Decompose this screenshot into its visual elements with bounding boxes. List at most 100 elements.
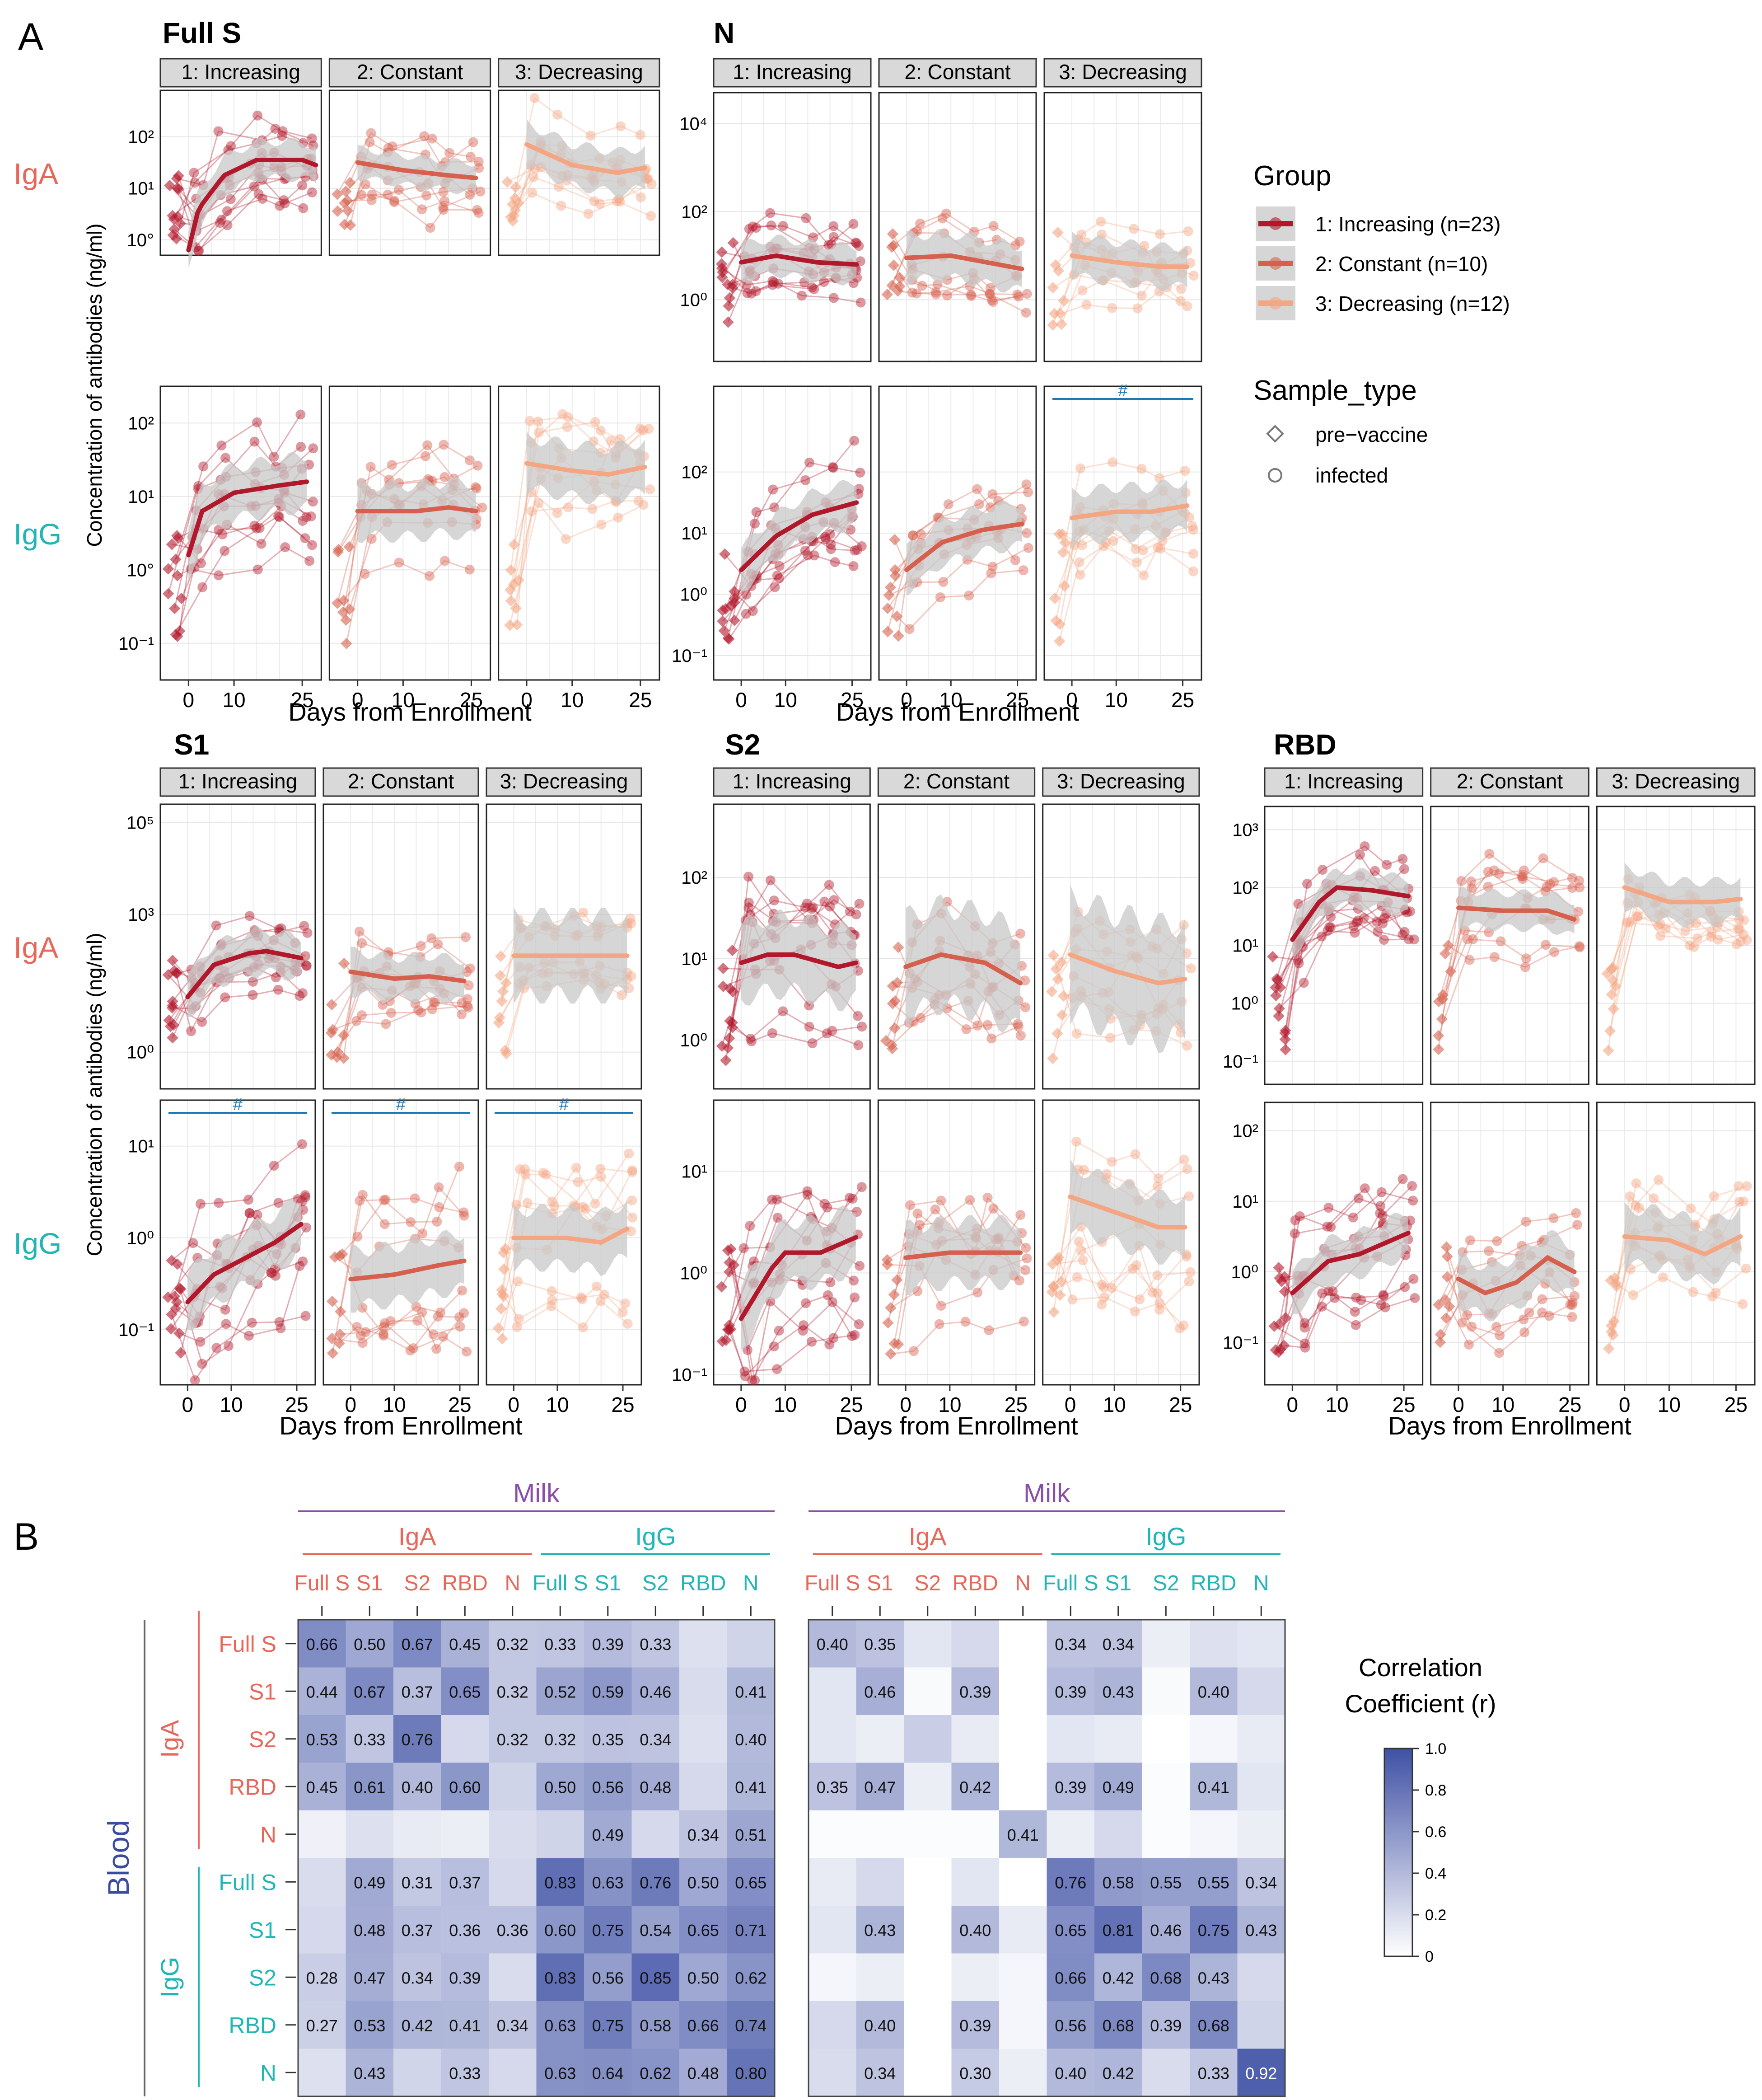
col-label: S1 <box>867 1571 893 1595</box>
infected-point <box>433 939 443 950</box>
infected-point <box>454 1312 465 1322</box>
pre-vaccine-point <box>1606 1326 1617 1338</box>
infected-point <box>389 196 399 206</box>
heatmap-cell <box>489 1953 537 2002</box>
infected-point <box>1686 1203 1696 1214</box>
trend-line <box>739 500 859 572</box>
cell-value: 0.34 <box>687 1826 719 1844</box>
x-tick-label: 0 <box>345 1393 357 1416</box>
infected-point <box>638 500 649 510</box>
infected-point <box>930 1204 940 1214</box>
infected-point <box>852 544 862 555</box>
y-tick-label: 10° <box>127 560 154 580</box>
trend-line <box>185 949 304 999</box>
infected-icon <box>1268 468 1282 483</box>
y-tick-label: 10¹ <box>681 949 707 969</box>
infected-point <box>299 921 309 931</box>
cell-value: 0.33 <box>640 1635 671 1654</box>
heatmap-cell <box>1237 1667 1285 1716</box>
infected-point <box>380 1195 391 1205</box>
heatmap-cell <box>999 1810 1047 1858</box>
heatmap-cell <box>951 1762 1000 1811</box>
infected-point <box>1360 1183 1370 1194</box>
heatmap-cell <box>393 1810 441 1858</box>
heatmap-cell <box>951 2048 1000 2097</box>
infected-point <box>742 288 752 298</box>
infected-point <box>300 1192 311 1202</box>
y-tick-label: 10² <box>681 868 707 888</box>
y-tick-label: 10¹ <box>128 487 154 507</box>
heatmap-cell <box>904 1810 952 1858</box>
infected-point <box>515 1164 525 1174</box>
cell-value: 0.56 <box>592 1969 624 1987</box>
infected-point <box>1023 487 1033 497</box>
color-scale-title: Correlation <box>1359 1653 1482 1682</box>
heatmap-cell <box>1142 1810 1190 1858</box>
infected-point <box>830 557 840 567</box>
infected-point <box>1299 1338 1310 1349</box>
heatmap-cell <box>346 2048 394 2097</box>
infected-point <box>457 1285 467 1296</box>
subject-trajectory <box>728 1190 853 1326</box>
heatmap-frame <box>297 1619 776 2097</box>
subject-trajectory <box>505 1248 628 1328</box>
cell-value: 0.63 <box>544 2016 576 2035</box>
infected-point <box>622 1318 633 1329</box>
heatmap-cell <box>584 1906 632 1954</box>
subject-trajectory <box>332 1320 461 1344</box>
subject-trajectory <box>1616 1182 1748 1287</box>
infected-point <box>617 990 627 1000</box>
infected-point <box>522 1198 533 1208</box>
infected-point <box>857 1022 867 1032</box>
facet-strip <box>159 767 316 797</box>
infected-point <box>748 606 758 616</box>
infected-point <box>556 201 566 211</box>
x-axis-label: Days from Enrollment <box>288 698 532 726</box>
cell-value: 0.42 <box>1103 2064 1134 2082</box>
confidence-ribbon <box>907 500 1022 596</box>
infected-point <box>1108 536 1118 546</box>
infected-point <box>1484 1246 1494 1256</box>
heatmap-cell <box>393 2001 441 2049</box>
infected-point <box>269 451 279 462</box>
pre-vaccine-point <box>1267 951 1279 963</box>
infected-point <box>1376 1187 1387 1197</box>
row-label: RBD <box>229 2013 276 2038</box>
infected-point <box>351 1322 362 1332</box>
infected-point <box>905 1200 916 1210</box>
heatmap-cell <box>1047 1715 1095 1763</box>
infected-point <box>625 913 636 923</box>
infected-point <box>463 980 474 991</box>
subject-trajectory <box>337 132 471 195</box>
panel <box>159 89 322 268</box>
subject-trajectory <box>1442 938 1580 999</box>
cell-value: 0.46 <box>1150 1921 1182 1940</box>
heatmap-cell <box>1237 2048 1285 2097</box>
infected-point <box>1105 1032 1116 1043</box>
infected-point <box>1014 1275 1025 1286</box>
facet-label: 3: Decreasing <box>1057 769 1185 793</box>
x-tick-label: 10 <box>220 1393 243 1416</box>
infected-point <box>257 193 268 204</box>
x-axis-label: Days from Enrollment <box>835 1411 1078 1440</box>
heatmap-cell <box>856 1953 904 2002</box>
infected-point <box>277 126 288 136</box>
x-tick-label: 10 <box>774 1393 797 1416</box>
heatmap-cell <box>1094 1620 1142 1668</box>
cell-value: 0.75 <box>1198 1921 1229 1940</box>
subject-trajectory <box>501 1174 633 1294</box>
infected-point <box>1131 544 1141 554</box>
x-tick-label: 0 <box>1066 688 1078 712</box>
infected-point <box>190 1375 200 1385</box>
infected-point <box>410 1193 420 1204</box>
cell-value: 0.41 <box>449 2016 481 2035</box>
heatmap-cell <box>904 2048 952 2097</box>
cell-value: 0.67 <box>402 1635 433 1654</box>
infected-point <box>1496 936 1506 947</box>
facet-label: 2: Constant <box>348 769 454 793</box>
cell-value: 0.58 <box>640 2016 671 2035</box>
infected-point <box>985 289 995 299</box>
confidence-ribbon <box>1292 1212 1408 1315</box>
subject-trajectory <box>174 1144 303 1297</box>
